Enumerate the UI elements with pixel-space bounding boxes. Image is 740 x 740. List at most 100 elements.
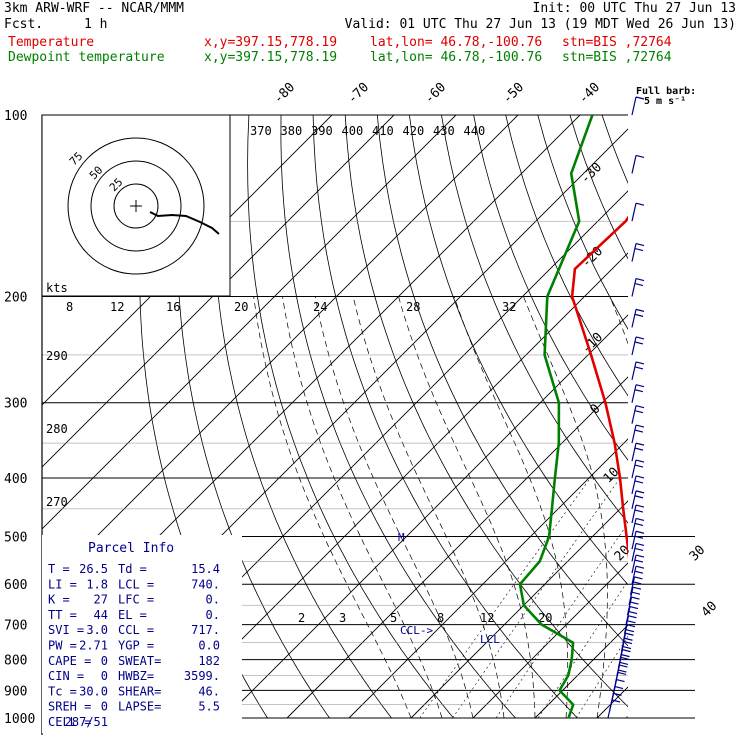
- wind-barb-flag: [627, 620, 636, 624]
- temperature-axis-label: -70: [345, 80, 372, 107]
- pressure-label: 800: [4, 654, 27, 669]
- theta-left-label: 270: [46, 495, 68, 509]
- wind-barb-flag: [635, 277, 645, 282]
- dry-adiabat-line: [441, 115, 628, 524]
- wind-barb-shaft: [631, 443, 637, 462]
- wind-barb-flag: [634, 410, 644, 414]
- moist-adiabat-line: [314, 296, 474, 719]
- wind-barb-flag: [635, 242, 645, 247]
- theta-label: 370: [250, 124, 272, 138]
- parcel-info-cell: CCL =: [118, 623, 154, 637]
- mixing-ratio-label: 2: [298, 611, 305, 625]
- wind-barb-shaft: [631, 566, 637, 585]
- isotherm-line: [42, 115, 395, 468]
- isotherm-line: [286, 376, 628, 719]
- wind-barb-flag: [635, 361, 645, 365]
- mixing-ratio-label: 32: [502, 300, 516, 314]
- moist-adiabat-line: [690, 297, 740, 719]
- parcel-info-cell: LAPSE=: [118, 700, 161, 714]
- wind-barb-flag: [634, 464, 644, 468]
- hodograph-ring: [113, 183, 159, 229]
- wind-barb-flag: [616, 679, 625, 683]
- wind-barb-shaft: [631, 203, 637, 222]
- temperature-axis-label: -50: [500, 80, 527, 107]
- wind-barb-shaft: [631, 96, 637, 116]
- parcel-info-cell: 27: [94, 593, 108, 607]
- wind-barb-shaft: [631, 518, 637, 537]
- legend-dewpoint-latlon: lat,lon= 46.78,-100.76: [370, 50, 543, 65]
- mixing-ratio-label: 20: [234, 300, 248, 314]
- wind-barb-flag: [635, 154, 645, 159]
- legend-temperature-latlon: lat,lon= 46.78,-100.76: [370, 35, 543, 50]
- wind-barb-flag: [614, 685, 624, 690]
- temperature-axis-label: 30: [687, 543, 709, 565]
- pressure-label: 200: [4, 291, 27, 306]
- wind-barb-flag: [634, 509, 644, 513]
- wind-barb-shaft: [631, 278, 637, 297]
- isotherm-line: [659, 115, 740, 718]
- parcel-info-cell: CIN =: [48, 669, 84, 683]
- wind-key-title: Full barb:: [636, 86, 696, 97]
- wind-barb-shaft: [631, 475, 637, 495]
- moist-adiabat-line: [721, 297, 740, 719]
- wind-barb-flag: [635, 490, 645, 494]
- parcel-info-cell: CELL =: [48, 715, 91, 729]
- theta-label: 400: [342, 124, 364, 138]
- isotherm-line: [410, 500, 628, 719]
- dry-adiabat-line: [344, 115, 628, 708]
- wind-barb-flag: [628, 611, 638, 615]
- parcel-info-cell: YGP =: [118, 639, 154, 653]
- mixing-ratio-label: 28: [406, 300, 420, 314]
- wind-barb-shaft: [625, 606, 631, 625]
- mixing-ratio-label: 5: [390, 611, 397, 625]
- isotherm-line: [42, 115, 457, 530]
- parcel-info-cell: 287/51: [65, 715, 108, 729]
- parcel-info-cell: SVI =: [48, 623, 84, 637]
- parcel-info-title: Parcel Info: [88, 541, 174, 556]
- temperature-axis-label: 20: [612, 543, 634, 565]
- lcl-marker: LCL: [480, 633, 500, 646]
- parcel-info-cell: SREH =: [48, 700, 91, 714]
- wind-barb-flag: [619, 664, 628, 668]
- wind-barb-flag: [635, 565, 645, 569]
- isotherm-line: [721, 115, 740, 718]
- temperature-axis-label: -30: [578, 160, 605, 187]
- wind-barb-shaft: [631, 504, 637, 524]
- parcel-info-cell: PW =: [48, 639, 77, 653]
- parcel-info-cell: 0.: [206, 608, 220, 622]
- wind-barb-flag: [634, 341, 644, 345]
- parcel-info-cell: 30.0: [79, 684, 108, 698]
- wind-barb-flag: [634, 447, 644, 451]
- parcel-info-cell: 0: [101, 669, 108, 683]
- wind-barb-flag: [617, 671, 627, 675]
- parcel-info-cell: 5.5: [198, 700, 220, 714]
- wind-barb-flag: [622, 649, 631, 653]
- mixing-ratio-label: 20: [538, 611, 552, 625]
- dewpoint-profile: [518, 115, 594, 719]
- legend-dewpoint-xy: x,y=397.15,778.19: [204, 50, 338, 65]
- moist-adiabat-line: [253, 296, 412, 719]
- theta-label: 380: [281, 124, 303, 138]
- isotherm-line: [162, 252, 628, 719]
- moist-adiabat-line: [609, 296, 628, 718]
- legend-temperature-xy: x,y=397.15,778.19: [204, 35, 338, 50]
- wind-barb-flag: [635, 336, 645, 340]
- pressure-label: 700: [4, 619, 27, 634]
- parcel-info-cell: HWBZ=: [118, 669, 154, 683]
- temperature-axis-label: -60: [422, 80, 449, 107]
- dry-adiabat-line: [312, 115, 578, 719]
- parcel-info-cell: 0: [101, 700, 108, 714]
- parcel-info-cell: SHEAR=: [118, 684, 161, 698]
- mixing-ratio-label: 24: [313, 300, 327, 314]
- wind-barb-flag: [635, 530, 645, 534]
- theta-label: 390: [311, 124, 333, 138]
- parcel-info-cell: 44: [94, 608, 108, 622]
- wind-barb-shaft: [631, 405, 637, 424]
- pressure-label: 600: [4, 578, 27, 593]
- wind-barb-flag: [631, 591, 641, 595]
- parcel-info-cell: 15.4: [191, 562, 220, 576]
- theta-left-label: 280: [46, 422, 68, 436]
- hodograph-ring: [67, 137, 205, 275]
- wind-barb-shaft: [628, 587, 634, 606]
- isotherm-line: [42, 115, 333, 406]
